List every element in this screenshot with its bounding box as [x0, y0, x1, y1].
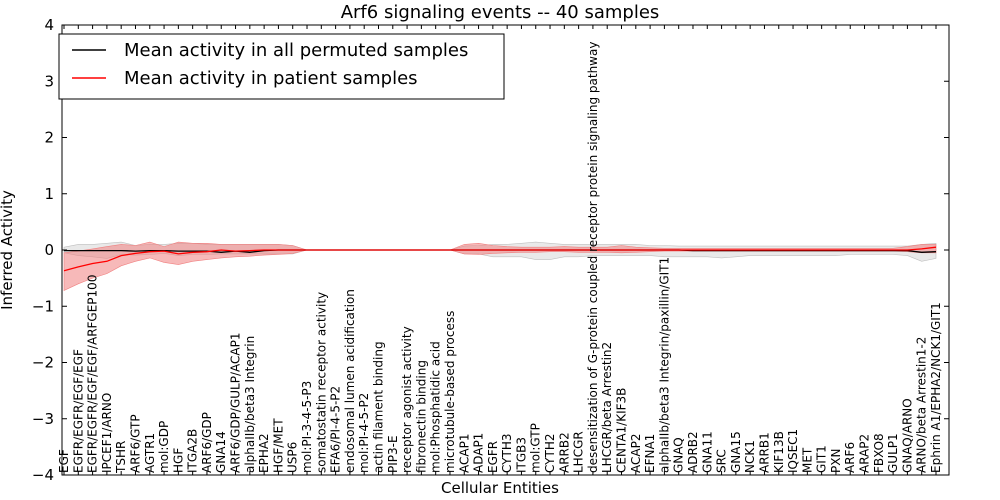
x-tick-label: FBXO8	[872, 433, 886, 473]
legend-label-permuted: Mean activity in all permuted samples	[124, 40, 468, 61]
y-tick-label: −3	[32, 410, 54, 428]
x-tick-label: ARF6/GTP	[129, 414, 143, 473]
x-tick-label: EPHA2	[257, 433, 271, 473]
x-tick-label: LHCGR	[572, 431, 586, 473]
y-tick-label: 4	[44, 16, 54, 34]
x-tick-label: CYTH3	[500, 434, 514, 474]
y-tick-label: 3	[44, 72, 54, 90]
x-tick-label: ARRB1	[758, 432, 772, 473]
x-tick-label: NCK1	[743, 440, 757, 473]
x-tick-label: ACAP2	[629, 434, 643, 473]
legend: Mean activity in all permuted samples Me…	[58, 33, 505, 100]
x-tick-label: KIF13B	[772, 431, 786, 473]
x-tick-label: EFNA1	[643, 434, 657, 473]
x-tick-label: GNA14	[214, 431, 228, 473]
x-tick-label: ITGA2B	[186, 429, 200, 473]
x-tick-label: TSHR	[114, 441, 128, 474]
y-tick-label: −2	[32, 354, 54, 372]
x-tick-label: ITGB3	[514, 437, 528, 473]
x-tick-label: mol:Phosphatidic acid	[429, 341, 443, 473]
x-tick-label: alphaIIb/beta3 Integrin/paxillin/GIT1	[657, 257, 671, 473]
x-tick-label: ARRB2	[557, 432, 571, 473]
y-tick-label: 0	[44, 241, 54, 259]
chart-title: Arf6 signaling events -- 40 samples	[341, 2, 660, 23]
x-tick-label: USP6	[286, 442, 300, 473]
x-tick-label: GNA15	[729, 431, 743, 473]
x-tick-label: EFA6/PI-4-5-P2	[329, 386, 343, 473]
y-axis-label: Inferred Activity	[0, 190, 16, 310]
x-tick-label: ARF6/GDP	[200, 412, 214, 473]
line-series-1	[63, 246, 937, 272]
x-tick-label: CYTH2	[543, 434, 557, 474]
x-tick-label: HGF	[171, 448, 185, 473]
x-tick-label: MET	[800, 447, 814, 473]
x-tick-label: receptor agonist activity	[400, 326, 414, 473]
x-tick-label: GULP1	[886, 433, 900, 473]
x-tick-label: GIT1	[815, 445, 829, 473]
x-tick-label: ARAP2	[858, 434, 872, 473]
x-tick-label: ADAP1	[472, 433, 486, 473]
x-tick-label: desensitization of G-protein coupled rec…	[586, 42, 600, 473]
x-tick-label: ARF6/GDP/GULP/ACAP1	[229, 333, 243, 473]
legend-label-patient: Mean activity in patient samples	[124, 68, 418, 89]
y-tick-label: 2	[44, 129, 54, 147]
y-tick-label: −1	[32, 297, 54, 315]
lines-layer	[63, 246, 937, 272]
x-tick-label: mol:GTP	[529, 423, 543, 473]
x-tick-label: somatostatin receptor activity	[314, 292, 328, 473]
x-tick-label: EGFR/EGFR/EGF/EGF	[71, 349, 85, 473]
x-tick-label: GNAQ	[672, 437, 686, 473]
x-tick-label: PIP3-E	[386, 435, 400, 473]
x-tick-label: EGFR/EGFR/EGF/EGF/ARFGEP100	[86, 275, 100, 473]
x-tick-label: mol:PI-3-4-5-P3	[300, 381, 314, 473]
legend-box	[58, 33, 505, 100]
x-tick-label: ARNO/beta Arrestin1-2	[915, 337, 929, 473]
x-tick-label: ARF6	[843, 442, 857, 473]
x-tick-label: LHCGR/beta Arrestin2	[600, 342, 614, 473]
x-tick-label: PXN	[829, 449, 843, 473]
x-tick-label: SRC	[715, 449, 729, 473]
x-tick-label: EGF	[57, 449, 71, 473]
y-tick-label: −4	[32, 466, 54, 484]
x-tick-label: IPCEF1/ARNO	[100, 393, 114, 473]
x-tick-label: ACAP1	[457, 434, 471, 473]
x-tick-label: microtubule-based process	[443, 311, 457, 473]
x-tick-label: GNA11	[700, 431, 714, 473]
x-tick-label: mol:GDP	[157, 421, 171, 473]
x-tick-label: Ephrin A1/EPHA2/NCK1/GIT1	[929, 302, 943, 473]
x-tick-label: CENTA1/KIF3B	[615, 388, 629, 473]
x-tick-label: IQSEC1	[786, 429, 800, 473]
x-tick-label: GNAQ/ARNO	[900, 398, 914, 473]
x-tick-label: alphaIIb/beta3 Integrin	[243, 336, 257, 473]
x-tick-label: ADRB2	[686, 431, 700, 473]
x-tick-label: fibronectin binding	[414, 360, 428, 473]
x-tick-label: mol:PI-4-5-P2	[357, 393, 371, 473]
x-tick-label: actin filament binding	[372, 341, 386, 473]
x-axis: EGF EGFR/EGFR/EGF/EGF EGFR/EGFR/EGF/EGF/AR…	[57, 25, 943, 475]
x-axis-label: Cellular Entities	[441, 479, 559, 497]
x-tick-label: EGFR	[486, 441, 500, 473]
y-tick-label: 1	[44, 185, 54, 203]
x-tick-label: HGF/MET	[271, 418, 285, 473]
x-tick-label: AGTR1	[143, 433, 157, 473]
x-tick-label: endosomal lumen acidification	[343, 289, 357, 473]
